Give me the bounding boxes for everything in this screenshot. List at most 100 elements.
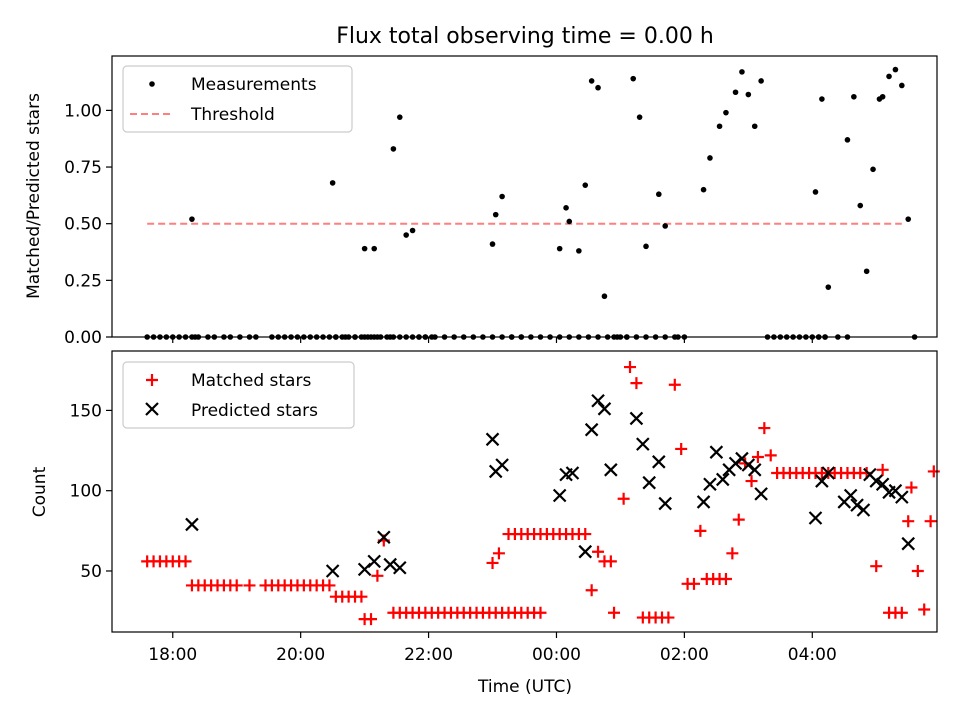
measurements-point — [499, 193, 505, 200]
predicted-stars-point — [815, 474, 829, 488]
measurements-point — [563, 205, 569, 211]
measurements-point — [745, 91, 752, 98]
legend-label-measurements: Measurements — [191, 75, 317, 95]
measurements-point — [636, 114, 643, 120]
measurements-point — [396, 114, 403, 120]
matched-stars-point — [876, 463, 889, 476]
measurements-point — [886, 73, 892, 80]
measurements-point — [863, 268, 870, 275]
measurements-point — [329, 180, 336, 186]
matched-stars-point — [911, 564, 924, 577]
legend-marker-predicted — [145, 402, 159, 416]
matched-stars-point — [585, 584, 598, 597]
bottom-ytick-label: 50 — [80, 562, 102, 582]
top-panel: Matched/Predicted stars 0.00 0.25 0.50 0.75… — [24, 55, 938, 348]
matched-stars-point — [492, 547, 505, 560]
predicted-stars-point — [629, 411, 644, 426]
predicted-stars-point — [696, 495, 711, 509]
legend-label-predicted: Predicted stars — [191, 401, 318, 421]
predicted-stars-point — [383, 557, 397, 572]
matched-stars-point — [179, 555, 192, 568]
predicted-stars-point — [578, 544, 593, 559]
predicted-stars-point — [901, 536, 915, 551]
predicted-stars-point — [591, 393, 605, 408]
measurements-point — [371, 245, 378, 252]
measurements-point — [656, 191, 662, 198]
measurements-point — [361, 245, 368, 252]
predicted-stars-point — [895, 490, 909, 504]
legend-label-matched: Matched stars — [191, 371, 311, 391]
xtick-label: 04:00 — [788, 645, 837, 665]
xtick-label: 22:00 — [404, 645, 453, 665]
matched-stars-point — [243, 579, 256, 592]
predicted-stars-point — [715, 472, 730, 487]
measurements-point — [758, 78, 764, 84]
predicted-stars-point — [703, 477, 717, 492]
predicted-stars-point — [652, 455, 666, 469]
predicted-stars-point — [709, 445, 724, 459]
top-ytick-label: 0.25 — [64, 271, 102, 291]
matched-stars-point — [902, 515, 915, 528]
predicted-stars-point — [747, 463, 762, 477]
legend-marker-measurements — [149, 81, 155, 87]
bottom-ytick-label: 150 — [70, 401, 102, 421]
legend-marker-matched — [146, 374, 158, 386]
predicted-stars-point — [325, 564, 340, 578]
top-axes-frame — [111, 55, 938, 338]
xtick-label: 02:00 — [660, 645, 709, 665]
matched-stars-point — [624, 361, 637, 374]
predicted-stars-point — [357, 562, 372, 577]
predicted-stars-point — [636, 437, 650, 451]
measurements-point — [716, 123, 723, 130]
matched-stars-point — [534, 606, 547, 619]
matched-stars-point — [371, 569, 384, 582]
measurements-point — [390, 146, 397, 152]
measurements-point — [662, 223, 668, 229]
bottom-axes-frame — [111, 350, 938, 633]
measurements-point — [409, 227, 416, 234]
matched-stars-point — [579, 528, 592, 541]
predicted-stars-point — [597, 402, 612, 416]
matched-stars-point — [592, 545, 605, 558]
bottom-legend-box — [122, 361, 355, 429]
matched-stars-point — [719, 573, 732, 586]
measurements-point — [870, 166, 876, 173]
bottom-plot-area: 50 100 150 18:00 20:00 22:00 00:00 02:00 04:00 — [70, 361, 940, 665]
measurements-point — [489, 241, 496, 247]
measurements-point — [751, 123, 758, 130]
top-ytick-label: 1.00 — [64, 101, 102, 121]
predicted-stars-point — [552, 488, 567, 503]
top-legend-box — [122, 65, 353, 133]
matched-stars-point — [745, 475, 758, 488]
measurements-point — [899, 82, 905, 89]
matched-stars-point — [751, 450, 764, 463]
matched-stars-point — [870, 560, 883, 573]
legend-label-threshold: Threshold — [190, 105, 275, 125]
matched-stars-point — [895, 606, 908, 619]
measurements-point — [566, 218, 573, 225]
bottom-panel: Count 50 100 150 18:00 20:00 22:00 00:00 02:00 0… — [30, 350, 940, 697]
top-legend: Measurements Threshold — [122, 65, 353, 133]
measurements-point — [851, 93, 857, 100]
predicted-stars-point — [875, 477, 890, 492]
measurements-point — [492, 211, 499, 218]
measurements-point — [700, 186, 707, 193]
matched-stars-point — [675, 442, 688, 455]
matched-stars-point — [617, 492, 630, 505]
matched-stars-point — [604, 555, 617, 568]
measurements-point — [576, 248, 582, 254]
predicted-stars-point — [565, 466, 580, 480]
predicted-stars-point — [584, 422, 599, 437]
measurements-point — [844, 137, 851, 143]
predicted-stars-point — [843, 488, 858, 503]
matched-stars-point — [630, 377, 643, 390]
predicted-stars-point — [741, 458, 756, 472]
measurements-point — [732, 89, 739, 96]
matched-stars-point — [687, 577, 700, 590]
measurements-point — [556, 245, 563, 252]
measurements-point — [819, 96, 825, 102]
top-plot-area: 0.00 0.25 0.50 0.75 1.00 — [64, 66, 918, 348]
measurements-point — [403, 232, 409, 238]
predicted-stars-point — [754, 487, 768, 501]
